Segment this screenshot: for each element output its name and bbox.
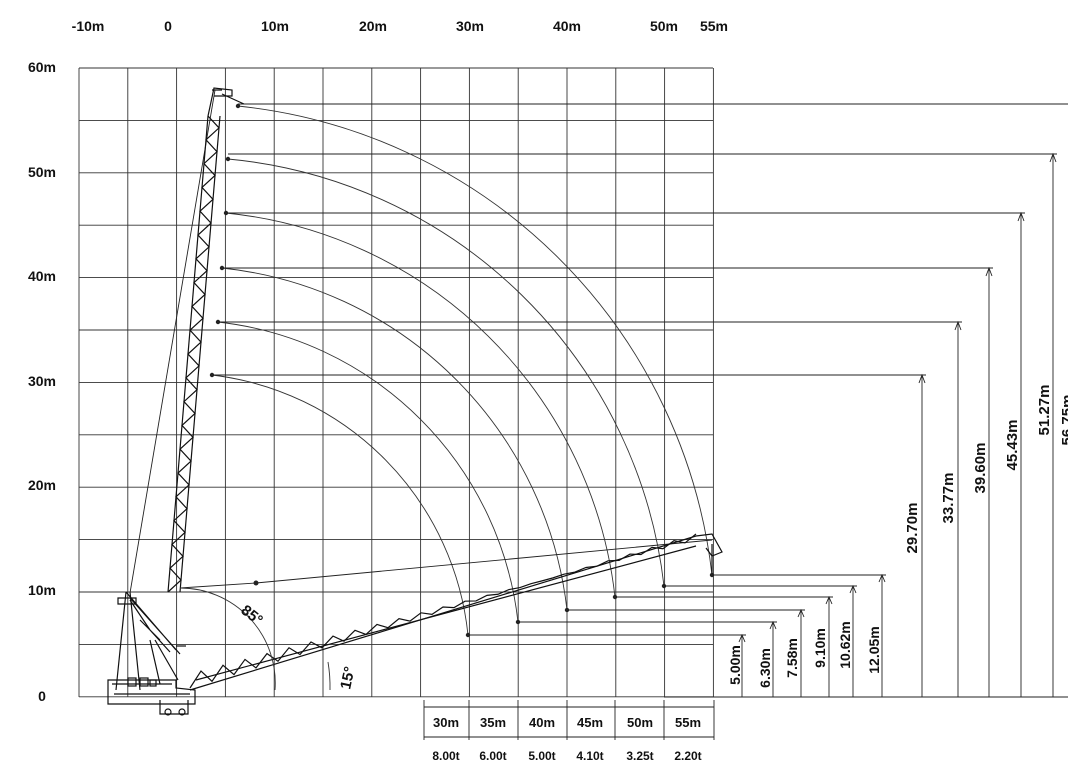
- max-height-label: 39.60m: [972, 443, 989, 494]
- boom-head: [695, 533, 723, 557]
- tip-dot: [219, 265, 225, 271]
- dimension-arrow: [878, 573, 886, 583]
- left-axis-label: 0: [38, 688, 46, 704]
- tip-arc: [221, 267, 568, 611]
- load-label: 8.00t: [432, 749, 459, 763]
- boom-chord: [195, 545, 697, 681]
- boom-head-detail: [212, 89, 245, 105]
- height-dimension-lines: [212, 103, 1068, 698]
- boom-chord: [179, 115, 221, 593]
- pendant-dot: [253, 580, 259, 586]
- min-height-label: 12.05m: [866, 626, 882, 673]
- radius-load-table: 30m 35m 40m 45m 50m 55m 8.00t 6.00t 5.00t 4.10t 3.…: [423, 700, 715, 763]
- radius-label: 45m: [577, 715, 603, 730]
- load-label: 3.25t: [626, 749, 653, 763]
- radius-label: 40m: [529, 715, 555, 730]
- dimension-arrow: [797, 608, 805, 618]
- radius-label: 35m: [480, 715, 506, 730]
- min-height-label: 6.30m: [757, 648, 773, 688]
- tip-dot: [209, 372, 215, 378]
- crane-base: [107, 89, 713, 716]
- angle-arc-15: [327, 661, 331, 691]
- load-label: 2.20t: [674, 749, 701, 763]
- top-axis-label: 50m: [650, 18, 678, 34]
- tip-arc: [225, 212, 616, 598]
- max-height-label: 33.77m: [940, 473, 957, 524]
- grid: [78, 67, 714, 698]
- load-label: 4.10t: [576, 749, 603, 763]
- angle-label-85: 85°: [238, 602, 266, 629]
- angle-label-15: 15°: [337, 665, 358, 691]
- dimension-arrow: [918, 373, 926, 384]
- tip-dot: [661, 583, 667, 589]
- dimension-arrow: [825, 595, 833, 605]
- dimension-arrow: [1017, 211, 1025, 222]
- angle-arc-85: [179, 587, 276, 691]
- tip-arc: [237, 105, 713, 576]
- boom-at-15-degrees: [189, 533, 723, 691]
- load-label: 5.00t: [528, 749, 555, 763]
- top-axis-label: 0: [164, 18, 172, 34]
- min-height-label: 9.10m: [812, 628, 828, 668]
- top-axis-labels: -10m 0 10m 20m 30m 40m 50m 55m: [72, 18, 728, 34]
- top-axis-label: 10m: [261, 18, 289, 34]
- tip-dot: [709, 572, 715, 578]
- boom-tip-arcs: [211, 105, 713, 636]
- left-axis-label: 50m: [28, 164, 56, 180]
- left-axis-label: 30m: [28, 373, 56, 389]
- boom-chord: [189, 535, 697, 691]
- dimension-arrow: [1049, 152, 1057, 163]
- boom-at-85-degrees: [167, 87, 245, 593]
- dimension-arrow: [849, 584, 857, 594]
- radius-label: 30m: [433, 715, 459, 730]
- radius-label: 55m: [675, 715, 701, 730]
- boom-lacing: [189, 533, 697, 689]
- dimension-arrow: [954, 320, 962, 331]
- tip-dot: [225, 156, 231, 162]
- min-height-label: 5.00m: [727, 645, 743, 685]
- min-height-label: 7.58m: [784, 638, 800, 678]
- left-axis-label: 10m: [28, 582, 56, 598]
- top-axis-label: 30m: [456, 18, 484, 34]
- tip-dot: [612, 594, 618, 600]
- boom-lacing: [167, 115, 220, 593]
- tip-dot: [235, 103, 241, 109]
- boom-tip-markers: [209, 103, 715, 638]
- load-label: 6.00t: [479, 749, 506, 763]
- tip-arc: [211, 374, 469, 636]
- tip-dot: [223, 210, 229, 216]
- max-height-label: 56.75m: [1059, 395, 1068, 446]
- top-axis-label: -10m: [72, 18, 105, 34]
- dimension-arrow: [738, 633, 746, 643]
- dimension-arrow: [769, 620, 777, 630]
- tip-dot: [215, 319, 221, 325]
- tip-arc: [217, 321, 519, 623]
- dimension-arrow: [985, 266, 993, 277]
- tip-arc: [227, 158, 665, 587]
- tip-dot: [564, 607, 570, 613]
- top-axis-label: 20m: [359, 18, 387, 34]
- tip-dot: [465, 632, 471, 638]
- max-height-label: 45.43m: [1004, 420, 1021, 471]
- max-height-label: 29.70m: [904, 503, 921, 554]
- top-axis-label: 40m: [553, 18, 581, 34]
- radius-label: 50m: [627, 715, 653, 730]
- top-axis-label: 55m: [700, 18, 728, 34]
- left-axis-label: 20m: [28, 477, 56, 493]
- max-height-label: 51.27m: [1036, 385, 1053, 436]
- left-axis-label: 40m: [28, 268, 56, 284]
- left-axis-label: 60m: [28, 59, 56, 75]
- height-labels: 29.70m 33.77m 39.60m 45.43m 51.27m 56.75m 5.00…: [727, 385, 1068, 688]
- left-axis-labels: 60m 50m 40m 30m 20m 10m 0: [28, 59, 56, 704]
- min-height-label: 10.62m: [837, 621, 853, 668]
- tip-dot: [515, 619, 521, 625]
